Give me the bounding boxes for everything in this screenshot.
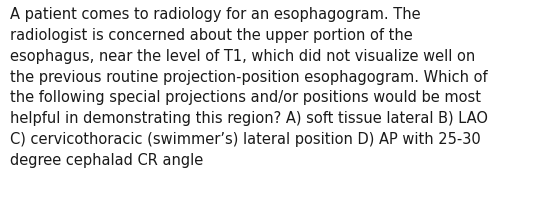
Text: A patient comes to radiology for an esophagogram. The
radiologist is concerned a: A patient comes to radiology for an esop… (10, 7, 488, 168)
